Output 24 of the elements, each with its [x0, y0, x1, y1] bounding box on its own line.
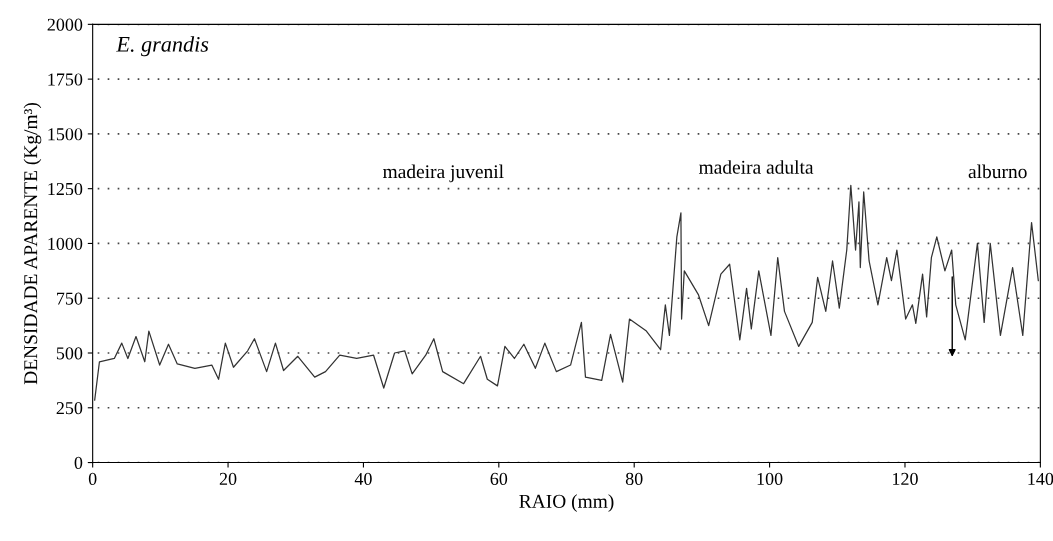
x-tick-label: 60	[490, 472, 508, 485]
x-tick-label: 120	[893, 472, 918, 485]
y-tick-label: 250	[56, 402, 83, 415]
y-tick-label: 1750	[48, 73, 83, 86]
annotation: alburno	[968, 164, 1027, 179]
x-tick-label: 80	[625, 472, 643, 485]
y-tick-label: 0	[74, 456, 83, 469]
x-tick-label: 40	[354, 472, 372, 485]
annotation: madeira juvenil	[382, 164, 504, 183]
y-tick-label: 2000	[47, 18, 83, 31]
y-tick-label: 1000	[48, 237, 83, 250]
annotation: E. grandis	[116, 36, 209, 57]
y-tick-label: 1500	[48, 128, 83, 141]
y-tick-label: 1250	[48, 182, 83, 196]
y-tick-label: 750	[57, 292, 83, 305]
y-tick-label: 500	[56, 347, 83, 360]
y-axis-title: DENSIDADE APARENTE (Kg/m³)	[23, 102, 42, 385]
x-tick-label: 140	[1028, 472, 1053, 485]
x-tick-label: 0	[88, 472, 97, 485]
x-axis-title: RAIO (mm)	[519, 494, 614, 512]
annotation: madeira adulta	[698, 160, 814, 174]
x-tick-label: 100	[757, 472, 783, 485]
x-tick-label: 20	[219, 472, 237, 485]
line-series	[94, 184, 1039, 401]
